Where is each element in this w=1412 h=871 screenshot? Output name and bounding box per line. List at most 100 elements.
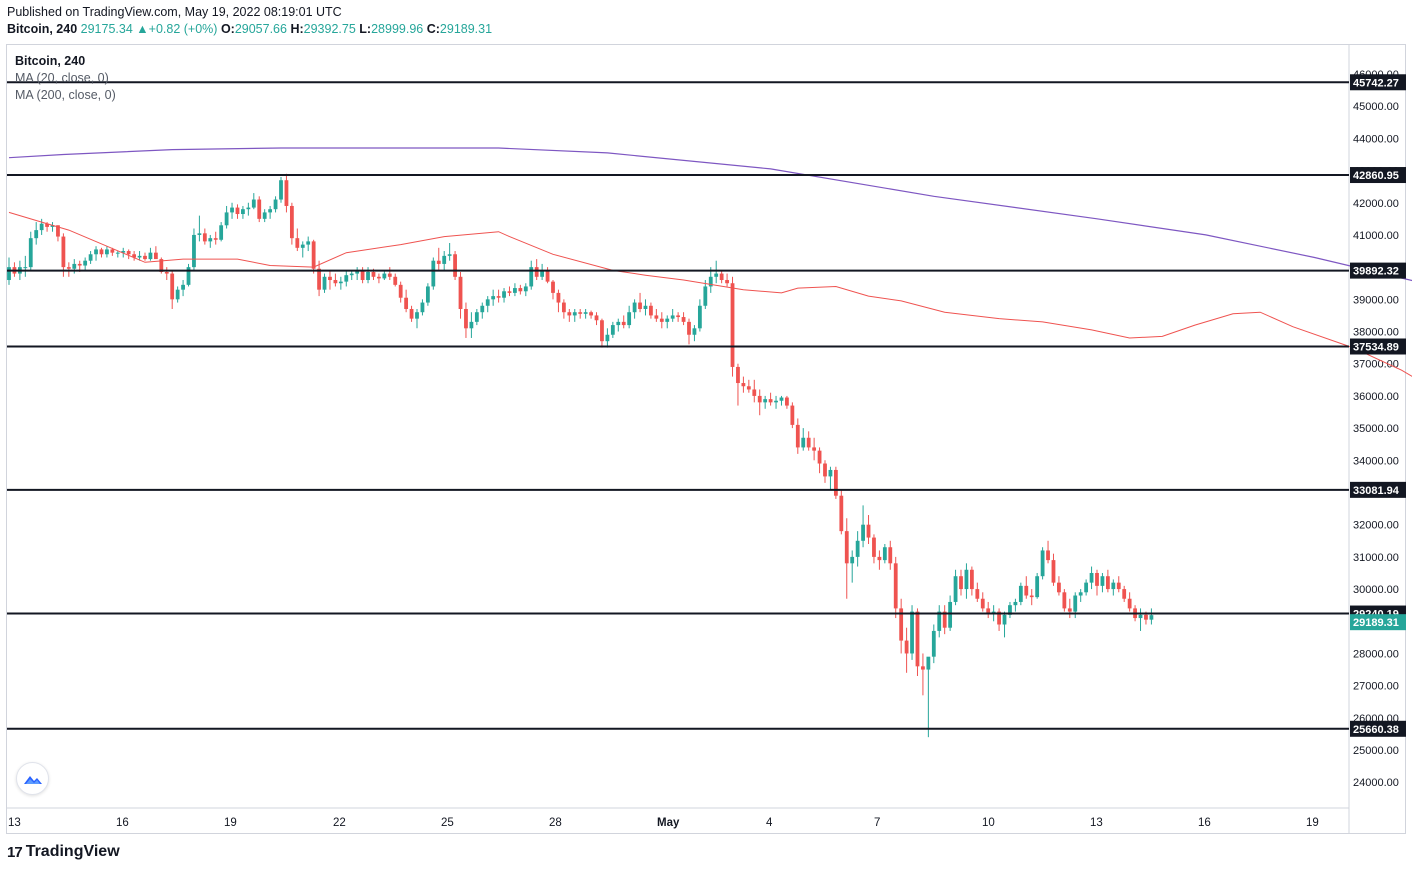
legend-ma20[interactable]: MA (20, close, 0) — [15, 71, 109, 85]
candle-body — [866, 524, 871, 538]
candle-body — [338, 281, 343, 284]
candle-body — [714, 273, 719, 277]
level-price-tag — [1350, 262, 1406, 279]
candle-body — [670, 315, 675, 319]
candle-body — [415, 312, 419, 319]
ma20-line — [8, 211, 1412, 377]
candle-body — [39, 223, 44, 231]
last-price-tag — [1350, 614, 1406, 631]
open-value: 29057.66 — [234, 22, 287, 36]
candle-body — [202, 233, 207, 242]
high-label: H: — [290, 22, 304, 36]
candle-body — [317, 268, 321, 290]
candle-body — [991, 611, 996, 614]
candle-body — [105, 249, 109, 255]
candle-body — [828, 469, 833, 477]
candle-body — [295, 238, 300, 248]
candle-body — [175, 289, 180, 300]
candle-body — [197, 233, 202, 235]
last-price-label: 29189.31 — [1353, 617, 1399, 629]
candle-body — [959, 576, 963, 590]
candle-body — [948, 601, 953, 628]
candle-body — [529, 267, 534, 287]
candle-body — [518, 288, 523, 292]
candle-body — [458, 276, 463, 309]
level-price-label: 33081.94 — [1353, 485, 1400, 497]
candle-body — [817, 450, 822, 464]
candle-body — [148, 252, 153, 260]
candle-body — [366, 271, 370, 281]
candle-body — [241, 209, 245, 215]
candle-body — [893, 563, 898, 609]
candle-body — [904, 640, 909, 654]
candle-body — [1127, 598, 1132, 609]
chart-panel[interactable] — [6, 44, 1406, 834]
candle-body — [208, 238, 213, 242]
y-tick-label: 35000.00 — [1353, 423, 1399, 435]
candle-body — [377, 276, 381, 279]
y-tick-label: 38000.00 — [1353, 327, 1399, 339]
candle-body — [83, 260, 88, 266]
candle-body — [763, 399, 768, 403]
y-tick-label: 36000.00 — [1353, 391, 1399, 403]
candle-body — [425, 286, 430, 303]
candle-body — [153, 252, 158, 260]
candle-body — [300, 244, 305, 248]
close-label: C: — [426, 22, 440, 36]
candle-body — [888, 547, 893, 564]
candle-body — [1013, 601, 1018, 606]
level-price-tag — [1350, 720, 1406, 737]
candle-body — [77, 263, 82, 266]
candle-body — [1116, 582, 1121, 590]
candle-body — [442, 255, 447, 264]
candle-body — [110, 249, 115, 253]
candle-body — [186, 267, 191, 285]
y-tick-label: 32000.00 — [1353, 520, 1399, 532]
y-tick-label: 45000.00 — [1353, 101, 1399, 113]
candle-body — [230, 207, 234, 213]
candle-body — [1024, 585, 1029, 596]
candle-body — [289, 205, 294, 239]
candle-body — [752, 389, 757, 396]
candle-body — [975, 589, 980, 599]
candle-body — [676, 315, 681, 318]
candle-body — [192, 234, 196, 268]
candle-body — [719, 273, 724, 281]
high-value: 29392.75 — [303, 22, 356, 36]
candle-body — [801, 437, 806, 448]
candle-body — [1067, 608, 1072, 612]
candle-body — [246, 207, 251, 210]
brand-name: TradingView — [25, 843, 120, 860]
symbol-label: Bitcoin, 240 — [7, 22, 78, 36]
candle-body — [523, 286, 528, 292]
candle-body — [431, 260, 436, 287]
candle-body — [251, 199, 256, 208]
candle-body — [850, 556, 855, 564]
candle-body — [659, 318, 664, 322]
candle-body — [1046, 550, 1050, 561]
candle-body — [736, 366, 740, 384]
x-tick-label: 7 — [874, 817, 880, 829]
candle-body — [649, 305, 653, 316]
close-value: 29189.31 — [439, 22, 493, 36]
candle-body — [986, 608, 991, 614]
candle-body — [589, 312, 593, 316]
candle-body — [610, 325, 615, 335]
candle-body — [768, 399, 773, 403]
change-value: ▲+0.82 (+0%) — [136, 22, 218, 36]
candle-body — [322, 276, 327, 290]
candle-body — [556, 292, 561, 303]
x-tick-label: 16 — [116, 817, 129, 829]
legend-ma200[interactable]: MA (200, close, 0) — [15, 88, 116, 102]
candle-body — [268, 209, 273, 213]
candle-body — [697, 305, 702, 329]
candle-body — [578, 312, 583, 314]
level-price-tag — [1350, 338, 1406, 355]
candle-body — [708, 276, 713, 287]
candle-body — [621, 321, 626, 326]
candle-body — [942, 611, 947, 628]
candle-body — [328, 276, 332, 281]
candle-body — [502, 291, 506, 298]
tradingview-cloud-icon[interactable] — [16, 762, 49, 795]
